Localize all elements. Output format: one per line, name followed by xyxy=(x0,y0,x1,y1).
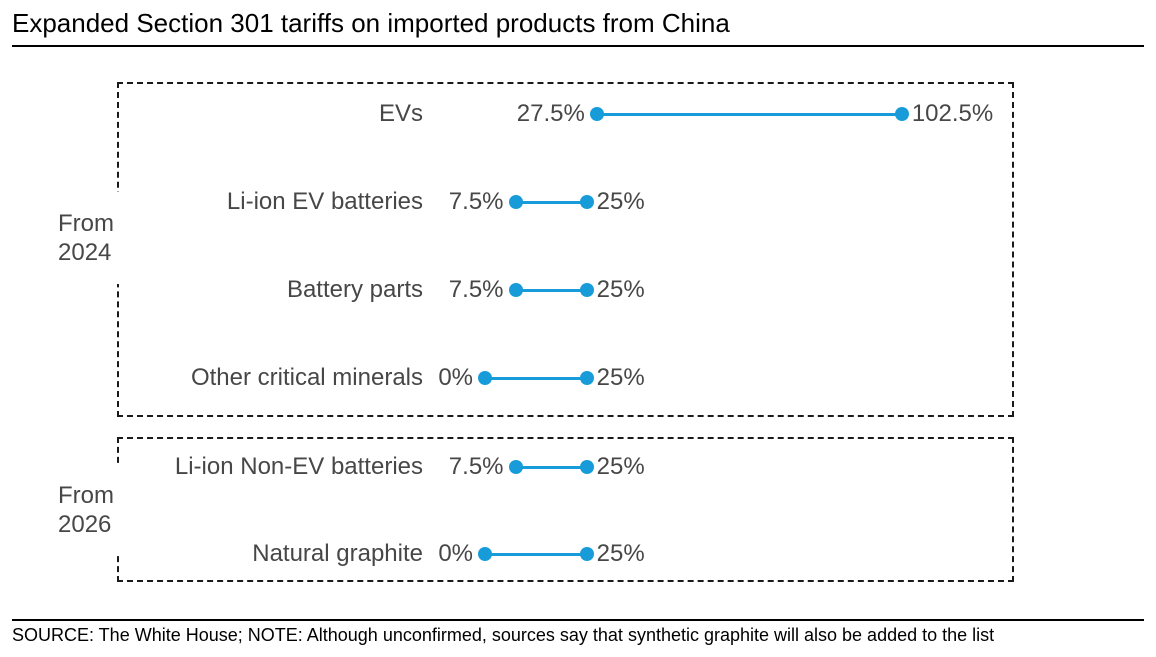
range-line xyxy=(515,465,587,469)
start-dot xyxy=(508,195,523,209)
category-label: Li-ion EV batteries xyxy=(226,188,423,215)
chart-row-li-ion-non-ev-batteries: Li-ion Non-EV batteries 7.5% 25% xyxy=(0,452,1156,482)
end-dot xyxy=(579,371,594,385)
chart-row-natural-graphite: Natural graphite 0% 25% xyxy=(0,539,1156,569)
end-value: 25% xyxy=(596,188,645,215)
source-note: SOURCE: The White House; NOTE: Although … xyxy=(12,625,995,645)
category-label: Li-ion Non-EV batteries xyxy=(174,453,423,480)
group-label-from-2024: From 2024 xyxy=(38,192,120,284)
chart-row-evs: EVs 27.5% 102.5% xyxy=(0,99,1156,129)
end-value: 25% xyxy=(596,540,645,567)
range-line xyxy=(515,200,587,204)
category-label: EVs xyxy=(378,100,423,127)
group-label-from-2026: From 2026 xyxy=(38,464,120,556)
footer-divider xyxy=(12,619,1144,621)
end-dot xyxy=(579,460,594,474)
title-underline xyxy=(12,45,1144,47)
end-dot xyxy=(579,547,594,561)
range-line xyxy=(596,112,902,116)
range-line xyxy=(515,288,587,292)
start-value: 27.5% xyxy=(516,100,585,127)
start-value: 7.5% xyxy=(448,188,504,215)
start-dot xyxy=(589,107,604,121)
start-dot xyxy=(508,460,523,474)
start-value: 0% xyxy=(438,364,473,391)
start-dot xyxy=(478,371,492,385)
group-label-text: From 2024 xyxy=(58,210,114,266)
page-title: Expanded Section 301 tariffs on imported… xyxy=(12,8,730,38)
chart-row-other-critical-minerals: Other critical minerals 0% 25% xyxy=(0,363,1156,393)
end-value: 25% xyxy=(596,364,645,391)
end-dot xyxy=(894,107,909,121)
start-dot xyxy=(478,547,492,561)
chart-row-battery-parts: Battery parts 7.5% 25% xyxy=(0,275,1156,305)
range-line xyxy=(485,376,587,380)
end-value: 102.5% xyxy=(911,100,994,127)
category-label: Other critical minerals xyxy=(190,364,423,391)
range-line xyxy=(485,552,587,556)
start-value: 0% xyxy=(438,540,473,567)
start-dot xyxy=(508,283,523,297)
end-dot xyxy=(579,195,594,209)
start-value: 7.5% xyxy=(448,276,504,303)
end-value: 25% xyxy=(596,453,645,480)
group-label-text: From 2026 xyxy=(58,482,114,538)
chart-row-li-ion-ev-batteries: Li-ion EV batteries 7.5% 25% xyxy=(0,187,1156,217)
end-value: 25% xyxy=(596,276,645,303)
start-value: 7.5% xyxy=(448,453,504,480)
end-dot xyxy=(579,283,594,297)
category-label: Battery parts xyxy=(286,276,423,303)
category-label: Natural graphite xyxy=(252,540,423,567)
